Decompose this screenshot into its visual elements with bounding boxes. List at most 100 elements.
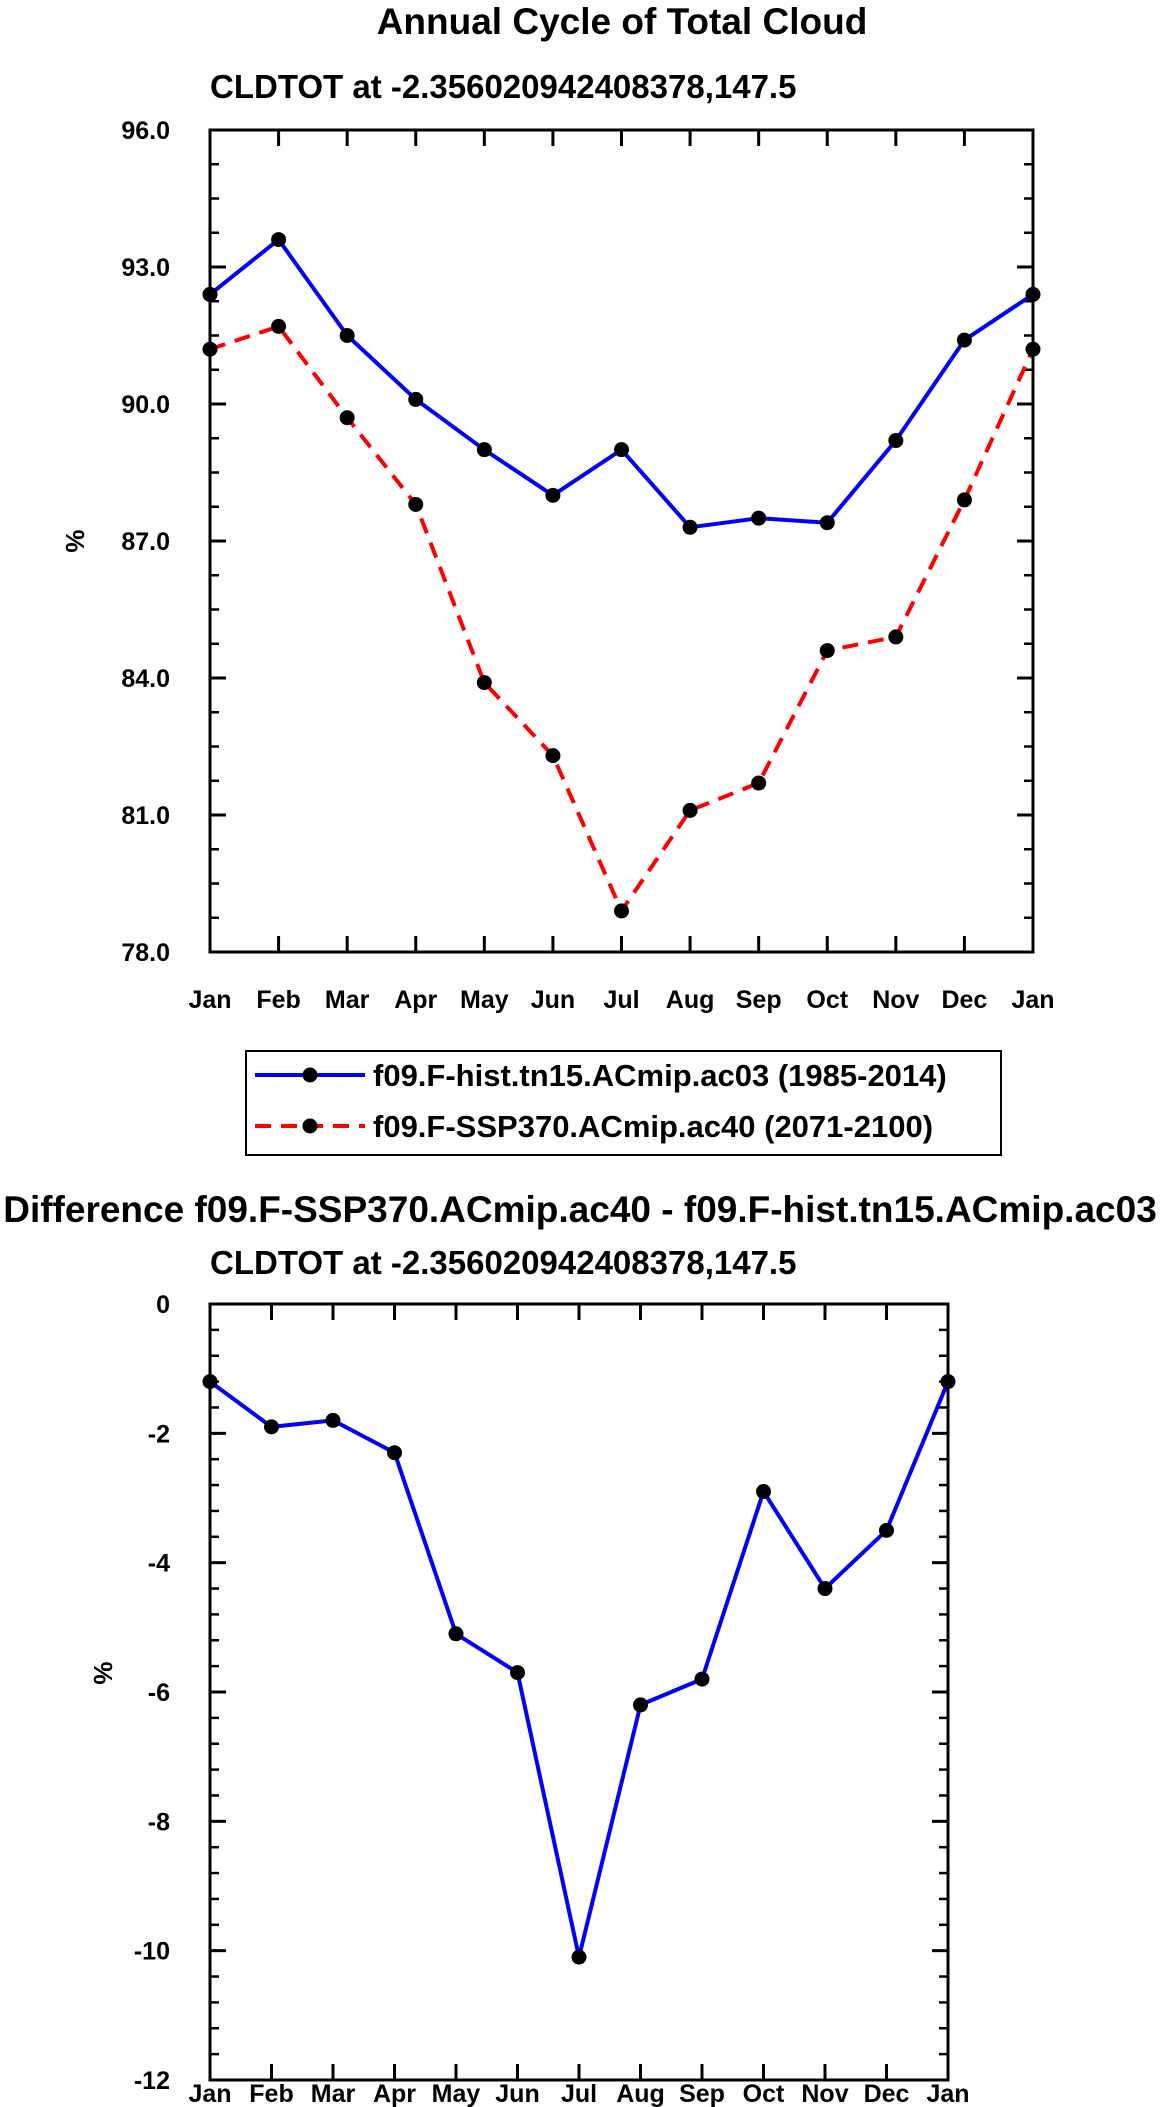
chart1-x-tick-labels: Jan Feb Mar Apr May Jun Jul Aug Sep Oct Nov Dec Jan (188, 986, 1054, 1014)
series-line-1 (209, 324, 1035, 913)
chart1-legend: f09.F-hist.tn15.ACmip.ac03 (1985-2014) f… (245, 1050, 1002, 1156)
chart2-y-tick-labels: -12 -10 -8 -6 -4 -2 0 (134, 1291, 170, 2095)
chart1-subtitle: CLDTOT at -2.356020942408378,147.5 (210, 68, 796, 105)
x-tick-label: Feb (256, 986, 300, 1014)
y-tick-label: 96.0 (121, 117, 170, 145)
series-0-point (888, 433, 904, 449)
x-tick-label: Apr (394, 986, 437, 1014)
chart1-y-axis-label: % (60, 529, 90, 552)
series-line-0 (208, 237, 1035, 530)
legend-marker-ssp370 (302, 1118, 318, 1134)
x-tick-label: Oct (743, 2080, 785, 2107)
legend-label-ssp370: f09.F-SSP370.ACmip.ac40 (2071-2100) (373, 1109, 933, 1144)
series-0-point (879, 1522, 894, 1538)
x-tick-label: Mar (311, 2080, 356, 2107)
series-0-point (339, 328, 355, 343)
x-tick-label: May (460, 986, 509, 1014)
series-1-point (476, 675, 492, 691)
series-0-point (510, 1665, 525, 1681)
series-0-point (756, 1484, 771, 1500)
x-tick-label: Dec (941, 986, 987, 1014)
x-tick-label: Jun (495, 2080, 539, 2107)
series-0-point (202, 1374, 218, 1390)
chart2-x-tick-labels: Jan Feb Mar Apr May Jun Jul Aug Sep Oct Nov Dec Jan (188, 2080, 969, 2107)
y-tick-label: 84.0 (121, 665, 170, 693)
y-tick-label: 78.0 (121, 939, 170, 967)
x-tick-label: Jan (188, 986, 231, 1014)
series-0-point (264, 1419, 279, 1435)
series-1-point (751, 775, 767, 791)
chart2-subtitle: CLDTOT at -2.356020942408378,147.5 (210, 1244, 796, 1281)
series-0-point (956, 332, 972, 348)
legend-marker-hist (302, 1067, 318, 1083)
series-1-point (888, 629, 904, 645)
series-1-point (408, 496, 424, 512)
x-tick-label: Dec (864, 2080, 910, 2107)
series-0-point (325, 1412, 341, 1428)
chart2-ticks (208, 1302, 950, 2082)
y-tick-label: 0 (156, 1291, 170, 1319)
chart1-plot-frame (208, 128, 1035, 954)
series-0-point (571, 1949, 587, 1965)
x-tick-label: Nov (801, 2080, 848, 2107)
x-tick-label: Sep (736, 986, 782, 1014)
series-0-point (545, 487, 561, 503)
chart1-y-tick-labels: 78.0 81.0 84.0 87.0 90.0 93.0 96.0 (121, 117, 170, 967)
x-tick-label: May (432, 2080, 481, 2107)
series-0-point (448, 1626, 464, 1642)
y-tick-label: 93.0 (121, 254, 170, 282)
series-0-point (202, 286, 218, 302)
series-0-point (633, 1697, 648, 1713)
series-1-point (339, 410, 355, 426)
chart1-title: Annual Cycle of Total Cloud (377, 1, 868, 42)
series-0-point (408, 391, 424, 407)
series-0-point (476, 442, 492, 458)
series-1-point (682, 802, 698, 818)
x-tick-label: Nov (872, 986, 919, 1014)
y-tick-label: -4 (148, 1550, 170, 1578)
series-0-point (1025, 286, 1041, 302)
x-tick-label: Jul (603, 986, 639, 1014)
legend-label-hist: f09.F-hist.tn15.ACmip.ac03 (1985-2014) (373, 1058, 947, 1093)
series-0-point (682, 519, 698, 535)
chart2-title: Difference f09.F-SSP370.ACmip.ac40 - f09… (3, 1189, 1157, 1230)
x-tick-label: Feb (249, 2080, 293, 2107)
x-tick-label: Jan (926, 2080, 969, 2107)
x-tick-label: Jun (531, 986, 575, 1014)
y-tick-label: -8 (148, 1808, 170, 1836)
series-0-point (614, 442, 629, 458)
y-tick-label: 90.0 (121, 391, 170, 419)
series-1-point (819, 643, 835, 659)
series-0-point (387, 1445, 402, 1461)
legend-box (245, 1050, 1002, 1156)
series-1-point (545, 748, 561, 764)
series-0-point (271, 232, 287, 248)
series-0-point (817, 1581, 833, 1597)
x-tick-label: Sep (679, 2080, 725, 2107)
series-1-point (956, 492, 972, 508)
y-tick-label: 87.0 (121, 528, 170, 556)
series-1-point (202, 341, 218, 357)
series-0-point (751, 510, 767, 526)
y-tick-label: 81.0 (121, 802, 170, 830)
x-tick-label: Apr (373, 2080, 416, 2107)
chart1-ticks (208, 128, 1035, 954)
y-tick-label: -10 (134, 1938, 170, 1966)
series-line-0 (208, 1379, 950, 1960)
y-tick-label: -6 (148, 1679, 170, 1707)
x-tick-label: Aug (616, 2080, 665, 2107)
series-0-point (819, 515, 835, 531)
x-tick-label: Mar (325, 986, 370, 1014)
y-tick-label: -12 (134, 2067, 170, 2095)
x-tick-label: Jan (188, 2080, 231, 2107)
series-0-point (694, 1671, 710, 1687)
x-tick-label: Jul (561, 2080, 597, 2107)
x-tick-label: Aug (666, 986, 715, 1014)
x-tick-label: Oct (806, 986, 848, 1014)
series-1-point (271, 318, 287, 334)
series-0-point (940, 1374, 956, 1390)
chart2-y-axis-label: % (88, 1661, 118, 1684)
chart2-series (202, 1374, 956, 1965)
series-1-point (614, 903, 629, 919)
